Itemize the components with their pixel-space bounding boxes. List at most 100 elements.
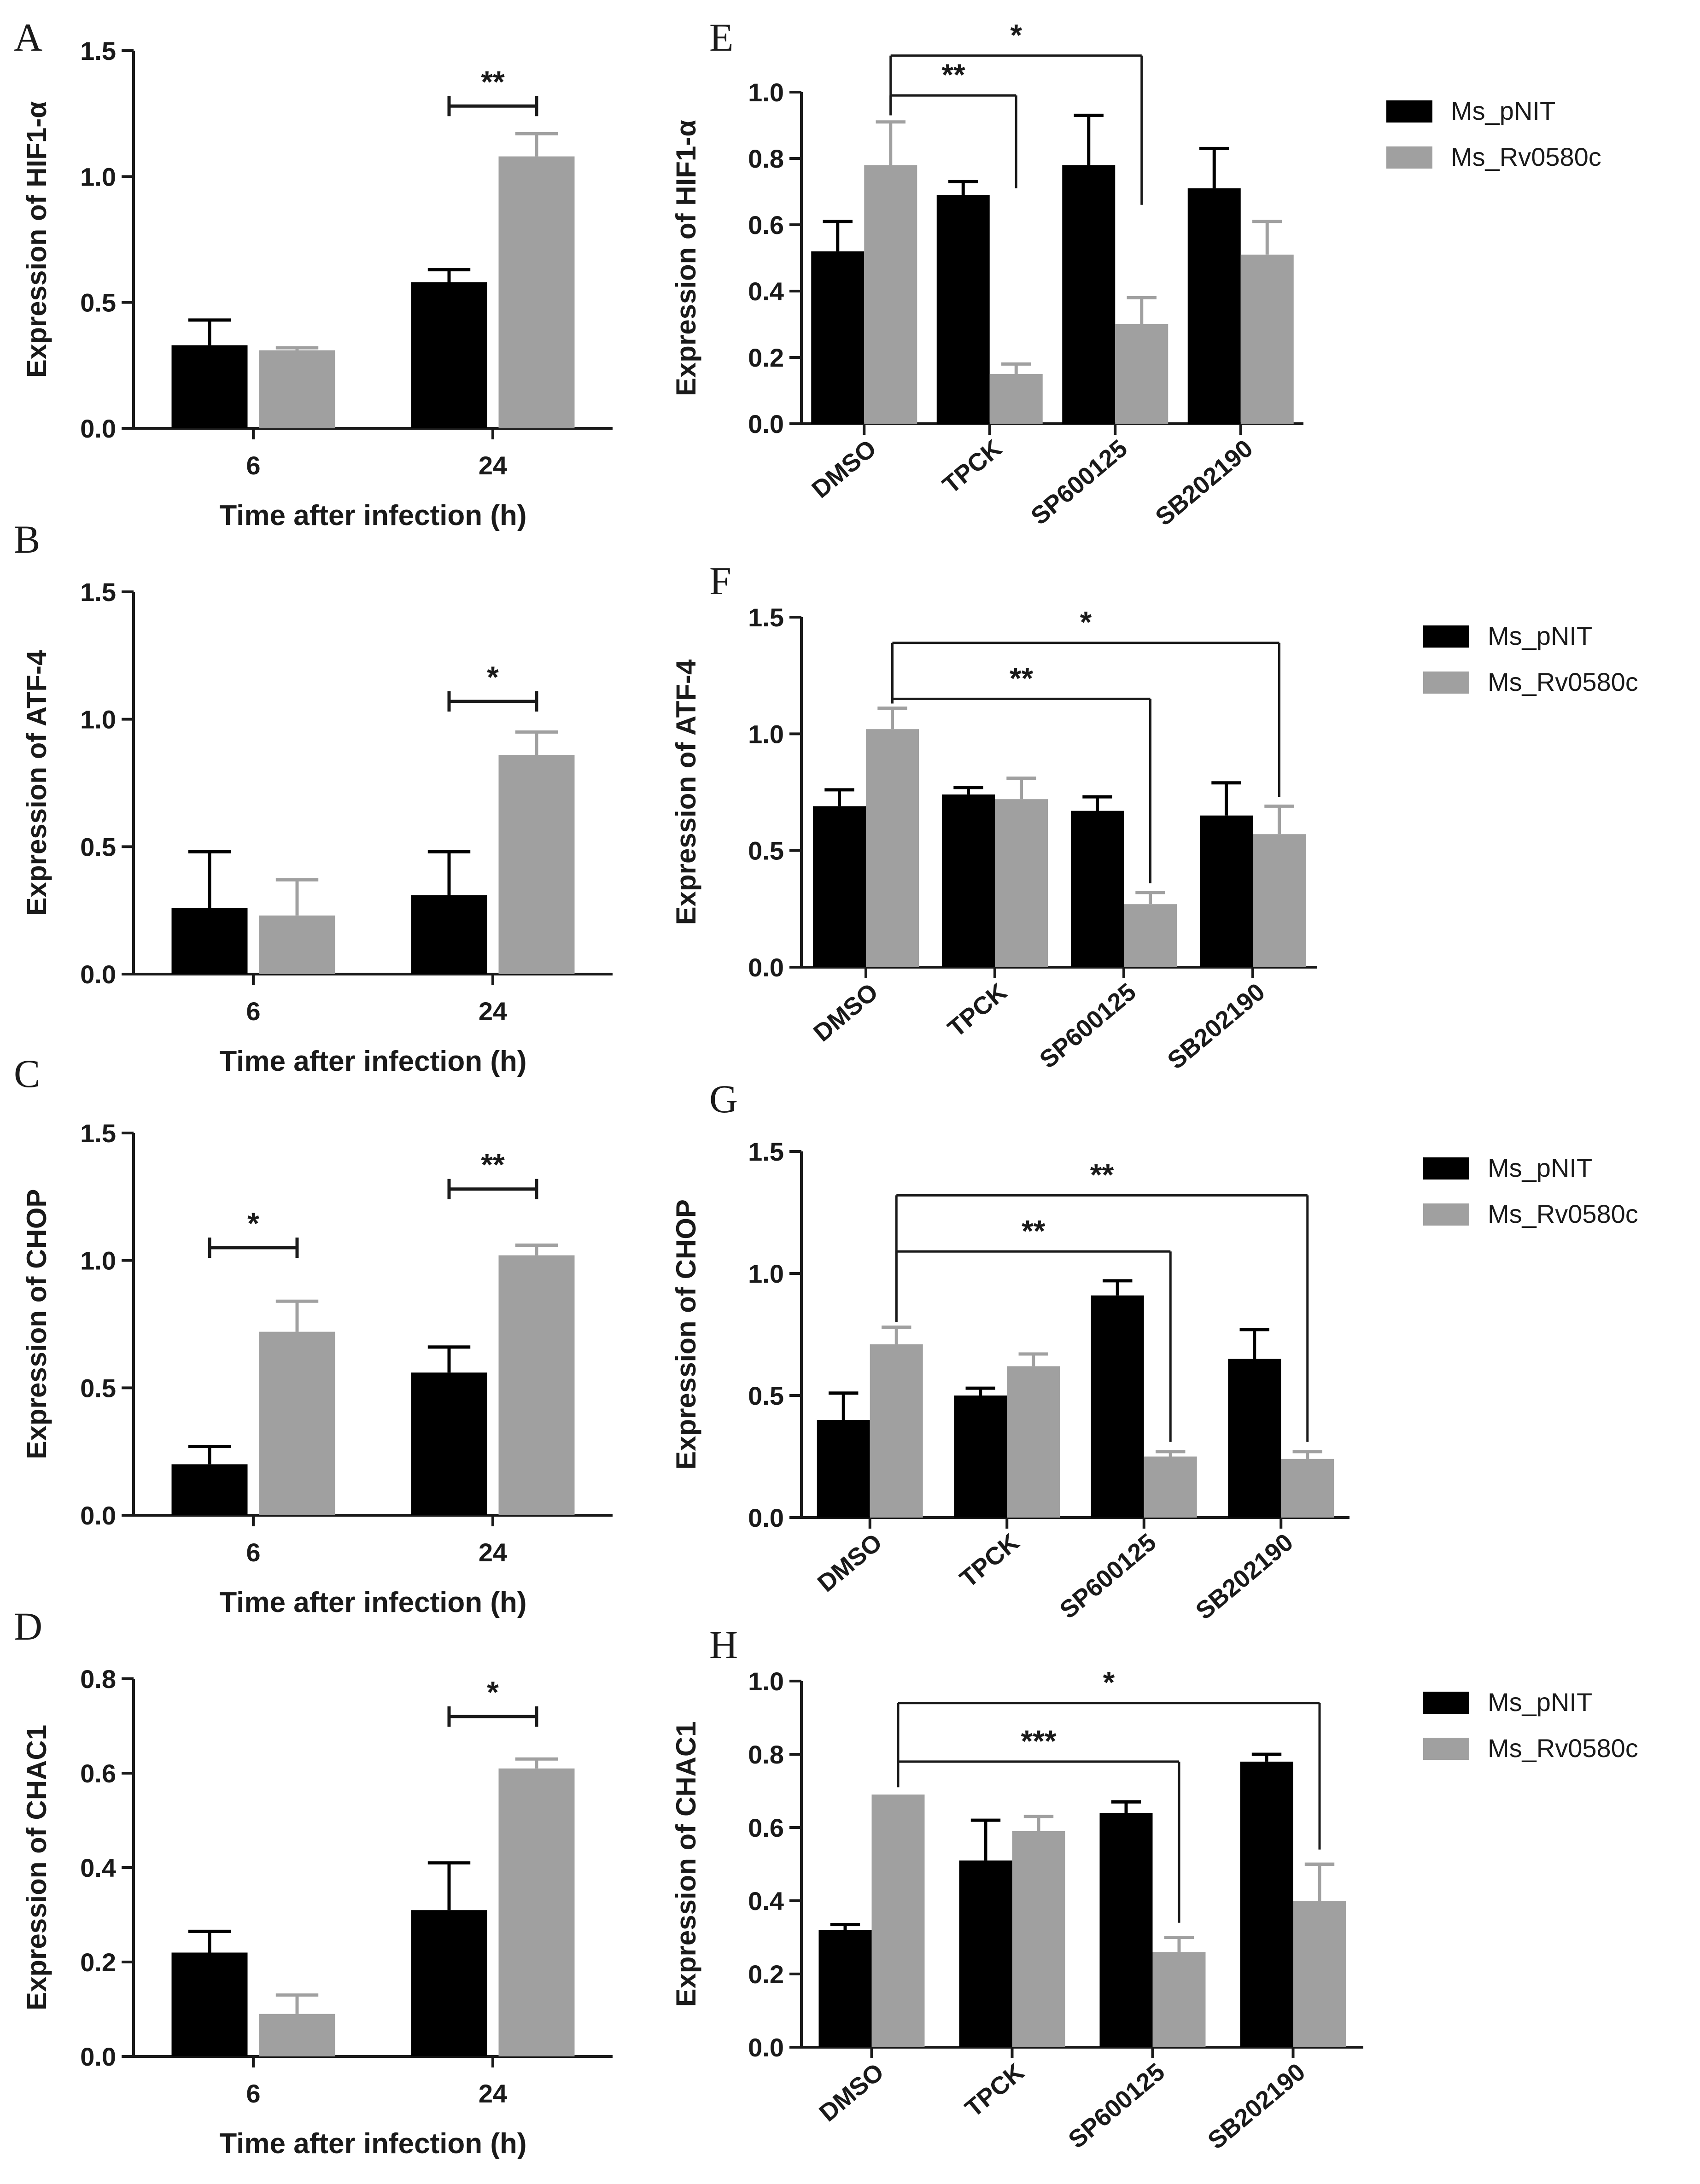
bar-rv0580c xyxy=(498,755,575,974)
x-tick-label: DMSO xyxy=(806,434,882,503)
y-tick-label: 1.5 xyxy=(80,578,116,607)
legend-label: Ms_Rv0580c xyxy=(1488,1734,1638,1763)
x-tick-label: SP600125 xyxy=(1055,1528,1162,1624)
legend-swatch-rv0580c xyxy=(1423,1738,1469,1760)
panel-h: H 0.0 0.2 0.4 0.6 0.8 1.0 Expression of CHAC1 DM… xyxy=(671,1623,1638,2155)
panel-d: D 0.0 0.2 0.4 0.6 0.8 Expression of CHAC1 6 24 Ti… xyxy=(14,1604,613,2160)
legend-swatch-rv0580c xyxy=(1423,672,1469,694)
legend-label: Ms_pNIT xyxy=(1451,96,1555,125)
bar-pnit xyxy=(936,195,990,424)
x-tick-label: TPCK xyxy=(943,978,1012,1042)
bar-pnit xyxy=(411,1910,487,2056)
bar-pnit xyxy=(1091,1295,1144,1518)
y-tick-label: 0.0 xyxy=(80,2042,116,2071)
y-tick-label: 0.0 xyxy=(80,1501,116,1530)
bar-pnit xyxy=(1200,815,1253,967)
y-tick-label: 1.0 xyxy=(748,78,784,107)
y-tick-label: 0.0 xyxy=(80,414,116,443)
legend-label: Ms_Rv0580c xyxy=(1488,667,1638,696)
bar-rv0580c xyxy=(259,1331,335,1515)
x-tick-label: SB202190 xyxy=(1191,1528,1298,1625)
significance-label: ** xyxy=(481,1148,505,1182)
y-tick-label: 0.0 xyxy=(748,2033,784,2062)
significance-label: * xyxy=(1103,1665,1115,1699)
legend-swatch-rv0580c xyxy=(1423,1203,1469,1226)
x-tick-label: 24 xyxy=(479,1538,507,1567)
significance-label: * xyxy=(247,1206,259,1240)
panel-g: G 0.0 0.5 1.0 1.5 Expression of CHOP DMSO TPCK S… xyxy=(671,1077,1638,1625)
bar-rv0580c xyxy=(989,374,1043,424)
bar-pnit xyxy=(817,1420,870,1518)
x-tick-label: 24 xyxy=(479,451,507,480)
legend-swatch-pnit xyxy=(1386,100,1432,123)
significance-label: ** xyxy=(1010,661,1034,695)
legend-label: Ms_pNIT xyxy=(1488,621,1592,650)
bar-rv0580c xyxy=(1012,1831,1065,2047)
bar-pnit xyxy=(1228,1359,1281,1518)
x-tick-label: TPCK xyxy=(960,2058,1029,2122)
x-axis-label: Time after infection (h) xyxy=(219,1587,526,1618)
bar-rv0580c xyxy=(498,1255,575,1515)
panel-letter: H xyxy=(709,1623,738,1667)
y-axis-label: Expression of CHOP xyxy=(671,1199,701,1470)
legend-swatch-pnit xyxy=(1423,1157,1469,1180)
y-tick-label: 0.5 xyxy=(80,288,116,317)
legend-label: Ms_Rv0580c xyxy=(1488,1199,1638,1228)
panel-e: E 0.0 0.2 0.4 0.6 0.8 1.0 Expression of HIF1-α D… xyxy=(671,15,1601,531)
y-tick-label: 0.0 xyxy=(748,953,784,982)
significance-label: * xyxy=(1010,18,1022,52)
x-tick-label: SP600125 xyxy=(1034,978,1141,1074)
x-tick-label: 6 xyxy=(246,451,260,480)
significance-label: ** xyxy=(481,64,505,99)
x-axis-label: Time after infection (h) xyxy=(219,500,526,531)
y-tick-label: 1.0 xyxy=(748,1259,784,1288)
bar-pnit xyxy=(959,1860,1012,2047)
bar-rv0580c xyxy=(1144,1456,1197,1518)
bar-rv0580c xyxy=(1281,1459,1334,1518)
panel-c: C 0.0 0.5 1.0 1.5 Expression of CHOP 6 24 Time a… xyxy=(14,1051,613,1618)
x-tick-label: 6 xyxy=(246,997,260,1026)
x-tick-label: DMSO xyxy=(812,1528,888,1597)
significance-label: ** xyxy=(1090,1157,1114,1191)
bar-rv0580c xyxy=(1124,904,1177,967)
y-axis-label: Expression of CHAC1 xyxy=(671,1721,701,2007)
bar-rv0580c xyxy=(1253,834,1306,967)
bar-pnit xyxy=(171,1952,248,2056)
y-tick-label: 1.0 xyxy=(80,162,116,191)
significance-label: * xyxy=(487,660,499,694)
legend-label: Ms_pNIT xyxy=(1488,1153,1592,1182)
bar-pnit xyxy=(1099,1813,1153,2047)
y-tick-label: 0.0 xyxy=(80,960,116,989)
x-tick-label: SB202190 xyxy=(1150,434,1258,531)
bar-rv0580c xyxy=(1007,1366,1060,1518)
y-tick-label: 0.4 xyxy=(748,1886,784,1915)
bar-rv0580c xyxy=(864,165,917,424)
legend-swatch-rv0580c xyxy=(1386,146,1432,169)
bar-pnit xyxy=(818,1930,872,2047)
x-tick-label: SP600125 xyxy=(1063,2058,1170,2154)
y-tick-label: 0.8 xyxy=(748,144,784,173)
bar-pnit xyxy=(171,908,248,974)
y-tick-label: 0.5 xyxy=(80,1373,116,1402)
y-axis-label: Expression of ATF-4 xyxy=(671,659,701,925)
bar-pnit xyxy=(171,1464,248,1515)
y-axis-label: Expression of CHAC1 xyxy=(21,1725,52,2010)
legend-swatch-pnit xyxy=(1423,625,1469,648)
bar-rv0580c xyxy=(259,915,335,974)
bar-rv0580c xyxy=(1152,1952,1206,2047)
bar-pnit xyxy=(411,895,487,974)
bar-rv0580c xyxy=(870,1344,923,1518)
significance-label: *** xyxy=(1021,1724,1056,1758)
panel-b: B 0.0 0.5 1.0 1.5 Expression of ATF-4 6 24 Time … xyxy=(14,517,613,1077)
significance-label: * xyxy=(1080,605,1092,639)
bar-pnit xyxy=(954,1396,1007,1518)
y-tick-label: 0.8 xyxy=(80,1664,116,1693)
panel-letter: A xyxy=(14,15,42,59)
bar-pnit xyxy=(171,345,248,428)
significance-label: * xyxy=(487,1675,499,1709)
bar-pnit xyxy=(813,806,866,967)
y-tick-label: 1.5 xyxy=(80,1119,116,1148)
y-tick-label: 0.5 xyxy=(748,1381,784,1410)
x-tick-label: DMSO xyxy=(808,978,883,1047)
